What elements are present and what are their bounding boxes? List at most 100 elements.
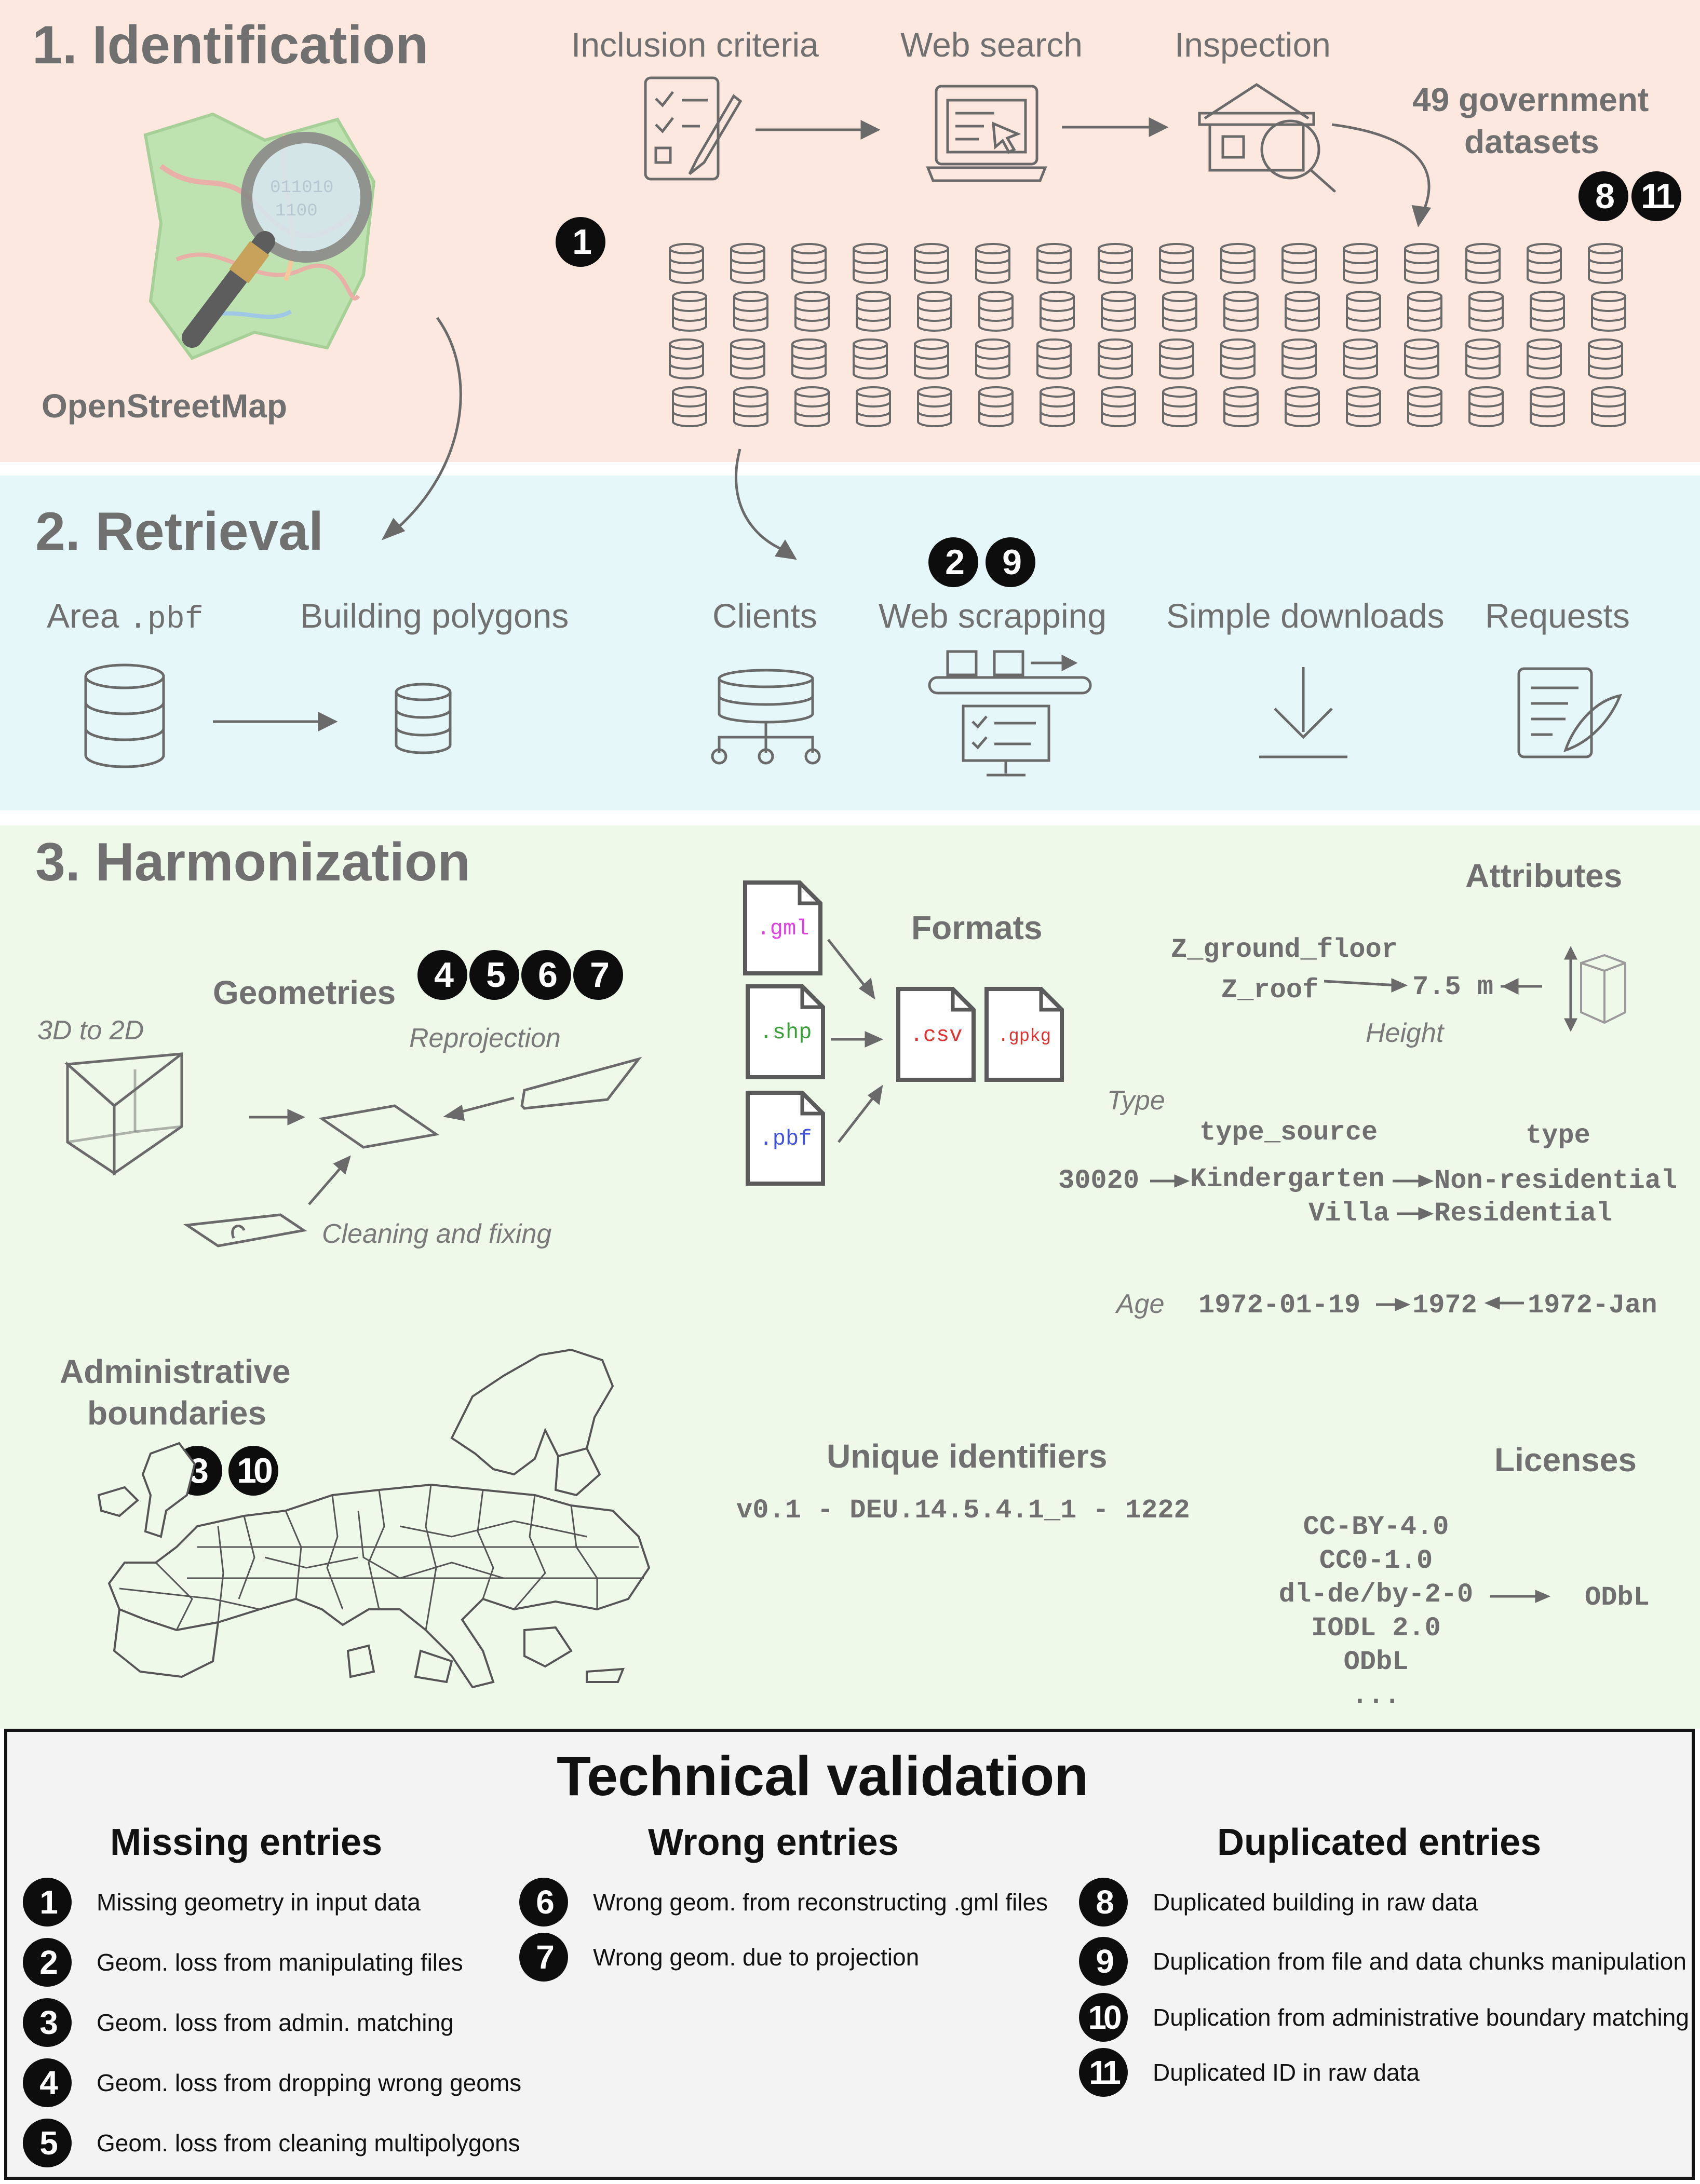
dataset-database-icon [1036, 243, 1072, 284]
admin-boundaries-label-1: Administrative [60, 1353, 291, 1390]
badge-10: 10 [228, 1446, 278, 1496]
license-dl-de: dl-de/by-2-0 [1278, 1579, 1474, 1610]
item-text: Duplicated ID in raw data [1153, 2059, 1420, 2086]
file-pbf-icon: .pbf [746, 1091, 825, 1186]
dataset-database-icon [730, 338, 765, 379]
dataset-database-icon [1468, 291, 1504, 332]
dataset-database-icon [1101, 291, 1136, 332]
dataset-database-icon [1098, 338, 1133, 379]
reprojection-label: Reprojection [409, 1023, 561, 1053]
item-number: 6 [519, 1878, 568, 1927]
dataset-database-icon [914, 338, 949, 379]
dataset-database-icon [1220, 243, 1256, 284]
area-pbf-database-icon [84, 663, 165, 768]
badge-8: 8 [1578, 171, 1628, 221]
missing-item-4: 4 Geom. loss from dropping wrong geoms [23, 2058, 521, 2108]
geometry-transform-diagram [64, 1052, 642, 1247]
dataset-database-icon [1159, 338, 1194, 379]
dataset-database-icon [1404, 243, 1439, 284]
format-conversion-arrows [827, 939, 884, 1143]
dataset-database-icon [1162, 291, 1197, 332]
dataset-database-icon [1591, 386, 1626, 427]
item-text: Wrong geom. from reconstructing .gml fil… [593, 1889, 1048, 1916]
dataset-database-icon [791, 243, 827, 284]
file-shp-extension: .shp [760, 1020, 812, 1045]
item-number: 8 [1079, 1878, 1128, 1927]
step-inclusion-criteria: Inclusion criteria [571, 25, 819, 64]
file-gpkg-extension: .gpkg [998, 1027, 1051, 1047]
dataset-database-icon [1591, 291, 1626, 332]
dataset-database-icon [1040, 291, 1075, 332]
attributes-label: Attributes [1465, 857, 1623, 894]
license-arrow [1490, 1590, 1551, 1603]
dataset-database-icon [733, 386, 768, 427]
clients-label: Clients [712, 596, 817, 635]
area-pbf-label: Area .pbf [47, 596, 204, 637]
dataset-database-icon [791, 338, 827, 379]
badge-11: 11 [1631, 171, 1681, 221]
missing-item-2: 2 Geom. loss from manipulating files [23, 1937, 463, 1987]
dataset-database-icon [1036, 338, 1072, 379]
retrieval-section [0, 476, 1700, 810]
missing-entries-heading: Missing entries [110, 1822, 383, 1863]
file-gml-icon: .gml [743, 880, 822, 975]
type-header: type [1526, 1120, 1590, 1151]
government-datasets-grid [669, 243, 1626, 427]
age-output-year: 1972 [1412, 1290, 1477, 1321]
duplicated-entries-heading: Duplicated entries [1217, 1822, 1542, 1863]
item-number: 11 [1079, 2048, 1128, 2097]
file-gml-extension: .gml [757, 916, 809, 941]
item-number: 2 [23, 1938, 72, 1987]
dataset-database-icon [794, 386, 830, 427]
dataset-database-icon [794, 291, 830, 332]
inspection-house-icon [1198, 83, 1336, 193]
dataset-database-icon [1465, 338, 1501, 379]
file-shp-icon: .shp [746, 984, 825, 1079]
dataset-database-icon [1407, 386, 1442, 427]
requests-document-quill-icon [1517, 667, 1623, 758]
item-text: Geom. loss from admin. matching [97, 2009, 454, 2036]
file-pbf-extension: .pbf [760, 1127, 812, 1151]
item-number: 1 [23, 1878, 72, 1927]
license-cc-by: CC-BY-4.0 [1303, 1512, 1449, 1542]
dataset-database-icon [1404, 338, 1439, 379]
item-text: Missing geometry in input data [97, 1889, 421, 1916]
item-number: 7 [519, 1933, 568, 1982]
technical-validation-panel: Technical validation Missing entries Wro… [4, 1729, 1695, 2180]
datasets-count-label-1: 49 government [1412, 81, 1649, 118]
dataset-database-icon [856, 386, 891, 427]
admin-boundaries-label-2: boundaries [87, 1394, 266, 1432]
svg-text:1100: 1100 [275, 201, 318, 221]
3d-to-2d-label: 3D to 2D [37, 1015, 144, 1046]
type-code: 30020 [1058, 1165, 1140, 1196]
height-diagram [1324, 946, 1626, 1032]
type-kindergarten: Kindergarten [1190, 1164, 1385, 1195]
dataset-database-icon [1281, 338, 1317, 379]
file-csv-extension: .csv [910, 1023, 963, 1048]
retrieval-title: 2. Retrieval [35, 501, 323, 562]
type-non-residential: Non-residential [1434, 1165, 1678, 1196]
dataset-database-icon [1465, 243, 1501, 284]
dataset-database-icon [730, 243, 765, 284]
osm-label: OpenStreetMap [42, 387, 287, 425]
age-label: Age [1116, 1289, 1165, 1319]
badge-1: 1 [556, 217, 605, 267]
license-more: ... [1352, 1680, 1400, 1711]
dataset-database-icon [1527, 243, 1562, 284]
datasets-count-label-2: datasets [1464, 123, 1599, 160]
dataset-database-icon [669, 338, 704, 379]
dataset-database-icon [1098, 243, 1133, 284]
wrong-entries-heading: Wrong entries [648, 1822, 899, 1863]
dataset-database-icon [1285, 386, 1320, 427]
geometries-label: Geometries [213, 974, 396, 1011]
unique-identifiers-label: Unique identifiers [827, 1437, 1108, 1475]
technical-validation-title: Technical validation [557, 1744, 1089, 1807]
dataset-database-icon [733, 291, 768, 332]
dataset-database-icon [1159, 243, 1194, 284]
arrow-search-to-inspection [1062, 117, 1169, 138]
dataset-database-icon [669, 243, 704, 284]
